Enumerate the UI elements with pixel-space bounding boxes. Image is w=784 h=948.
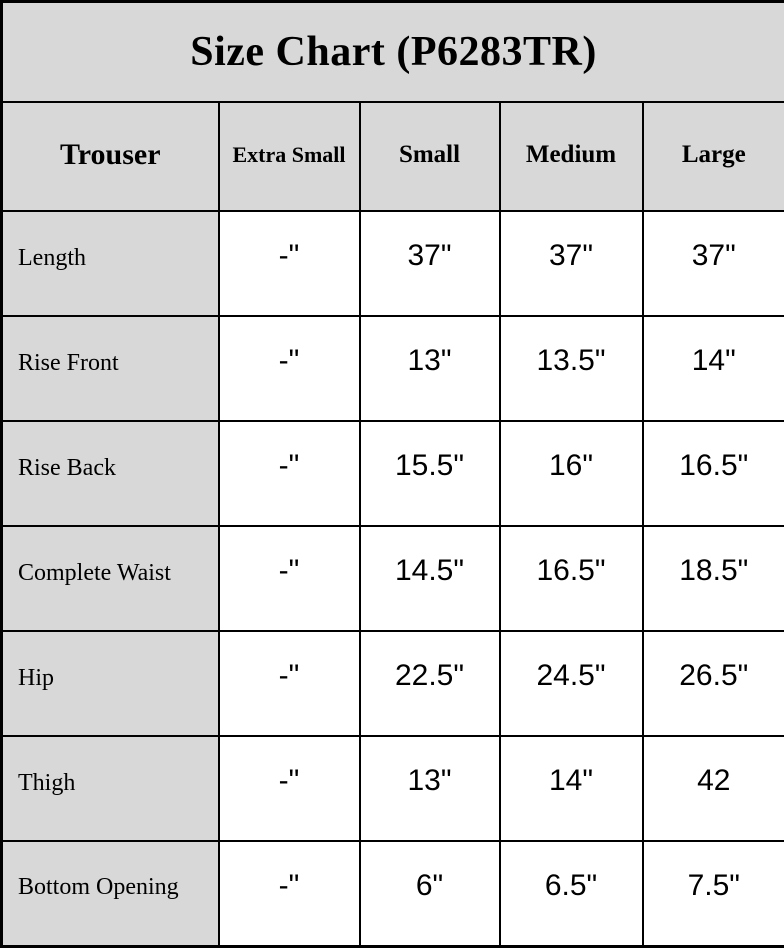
cell-hip-extra-small: -"	[219, 631, 360, 736]
cell-complete-waist-small: 14.5"	[360, 526, 500, 631]
page-title: Size Chart (P6283TR)	[2, 2, 784, 103]
cell-hip-medium: 24.5"	[500, 631, 643, 736]
cell-thigh-medium: 14"	[500, 736, 643, 841]
table-row-rise-front: Rise Front -" 13" 13.5" 14"	[2, 316, 784, 421]
cell-bottom-opening-medium: 6.5"	[500, 841, 643, 946]
cell-rise-back-large: 16.5"	[643, 421, 784, 526]
table-row-thigh: Thigh -" 13" 14" 42	[2, 736, 784, 841]
cell-rise-front-large: 14"	[643, 316, 784, 421]
title-row: Size Chart (P6283TR)	[2, 2, 784, 103]
row-label-rise-back: Rise Back	[2, 421, 219, 526]
column-header-large: Large	[643, 102, 784, 211]
row-label-complete-waist: Complete Waist	[2, 526, 219, 631]
cell-rise-back-extra-small: -"	[219, 421, 360, 526]
column-header-small: Small	[360, 102, 500, 211]
table-row-rise-back: Rise Back -" 15.5" 16" 16.5"	[2, 421, 784, 526]
cell-rise-back-small: 15.5"	[360, 421, 500, 526]
row-label-length: Length	[2, 211, 219, 316]
cell-thigh-large: 42	[643, 736, 784, 841]
column-header-medium: Medium	[500, 102, 643, 211]
row-label-rise-front: Rise Front	[2, 316, 219, 421]
table-row-hip: Hip -" 22.5" 24.5" 26.5"	[2, 631, 784, 736]
cell-length-large: 37"	[643, 211, 784, 316]
cell-thigh-extra-small: -"	[219, 736, 360, 841]
cell-bottom-opening-large: 7.5"	[643, 841, 784, 946]
table-row-complete-waist: Complete Waist -" 14.5" 16.5" 18.5"	[2, 526, 784, 631]
column-header-extra-small: Extra Small	[219, 102, 360, 211]
cell-rise-front-small: 13"	[360, 316, 500, 421]
cell-length-medium: 37"	[500, 211, 643, 316]
cell-rise-front-extra-small: -"	[219, 316, 360, 421]
cell-bottom-opening-small: 6"	[360, 841, 500, 946]
cell-complete-waist-extra-small: -"	[219, 526, 360, 631]
cell-rise-front-medium: 13.5"	[500, 316, 643, 421]
cell-complete-waist-large: 18.5"	[643, 526, 784, 631]
cell-complete-waist-medium: 16.5"	[500, 526, 643, 631]
row-label-thigh: Thigh	[2, 736, 219, 841]
column-header-trouser: Trouser	[2, 102, 219, 211]
cell-hip-small: 22.5"	[360, 631, 500, 736]
header-row: Trouser Extra Small Small Medium Large	[2, 102, 784, 211]
cell-thigh-small: 13"	[360, 736, 500, 841]
row-label-bottom-opening: Bottom Opening	[2, 841, 219, 946]
cell-length-small: 37"	[360, 211, 500, 316]
table-row-length: Length -" 37" 37" 37"	[2, 211, 784, 316]
cell-hip-large: 26.5"	[643, 631, 784, 736]
cell-bottom-opening-extra-small: -"	[219, 841, 360, 946]
cell-rise-back-medium: 16"	[500, 421, 643, 526]
table-row-bottom-opening: Bottom Opening -" 6" 6.5" 7.5"	[2, 841, 784, 946]
cell-length-extra-small: -"	[219, 211, 360, 316]
row-label-hip: Hip	[2, 631, 219, 736]
